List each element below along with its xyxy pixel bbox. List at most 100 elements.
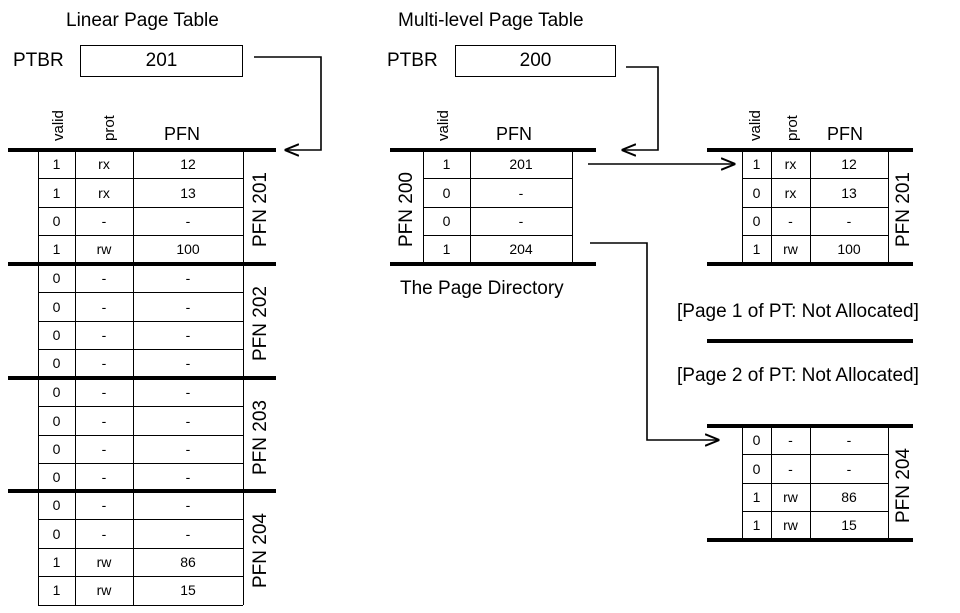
linear-page-3-cell: - [185, 497, 191, 514]
linear-bottom-edge [38, 604, 243, 606]
page-directory-cell: - [518, 212, 524, 229]
pt-page-204-cell: - [788, 432, 793, 449]
pt-page-204-cell: 15 [841, 517, 857, 534]
linear-page-0-cell: rx [98, 156, 110, 173]
linear-page-1-cell: - [101, 298, 107, 315]
page-directory-caption: The Page Directory [400, 278, 564, 299]
linear-page-3-cell: - [185, 525, 191, 542]
linear-page-2-cell: - [185, 412, 191, 429]
linear-page-2-cell: 0 [52, 412, 61, 429]
linear-page-2-cell: 0 [52, 469, 61, 486]
linear-page-3-row-line [38, 576, 243, 578]
pt-page-201-row-line [742, 178, 888, 180]
multilevel-ptbr-arrow [623, 66, 659, 150]
linear-page-3-cell: 0 [52, 497, 61, 514]
linear-page-0-cell: - [101, 212, 107, 229]
linear-ptbr-label: PTBR [13, 50, 64, 71]
pt-page-204-cell: 0 [752, 432, 761, 449]
page-directory-cell: 201 [509, 156, 533, 173]
linear-page-1-cell: - [185, 355, 191, 372]
multilevel-ptbr-value: 200 [455, 45, 616, 77]
page2-not-allocated-note: [Page 2 of PT: Not Allocated] [677, 365, 919, 386]
linear-page-1-cell: 0 [52, 355, 61, 372]
pt-page-201-row-line [742, 206, 888, 208]
linear-page-2-cell: - [101, 412, 107, 429]
linear-page-1-cell: - [101, 270, 107, 287]
linear-page-2-row-line [38, 463, 243, 465]
linear-page-2-cell: 0 [52, 440, 61, 457]
linear-page-1-row-line [38, 292, 243, 294]
pt-page-201-cell: rw [783, 241, 798, 258]
page-directory-row-line [423, 178, 572, 180]
linear-page-3-col-line [243, 491, 244, 605]
pt201-pfn-header: PFN [827, 124, 863, 144]
pt-page-204-bottom-rule [707, 537, 913, 542]
linear-page-2-cell: - [101, 469, 107, 486]
page-directory-cell: 0 [442, 212, 451, 229]
pt-page-201-cell: - [788, 212, 793, 229]
linear-page-0-cell: 12 [180, 156, 196, 173]
page-directory-cell: 0 [442, 184, 451, 201]
pt-page-204-cell: - [788, 460, 793, 477]
pt-page-201-cell: 1 [752, 241, 761, 258]
pt-page-201-cell: rx [784, 156, 797, 173]
linear-page-3-cell: 0 [52, 525, 61, 542]
linear-page-3-cell: 1 [52, 582, 61, 599]
linear-page-3-cell: rw [96, 582, 112, 599]
directory-pfn-header: PFN [496, 124, 532, 144]
page-directory-row-line [423, 206, 572, 208]
linear-page-2-row-line [38, 406, 243, 408]
pt-page-201-cell: 1 [752, 156, 761, 173]
pt-page-201-cell: rx [784, 184, 797, 201]
pt-page-204-cell: - [846, 460, 852, 477]
linear-page-3-cell: 15 [180, 582, 196, 599]
linear-page-3-row-line [38, 519, 243, 521]
linear-page-1-cell: - [101, 326, 107, 343]
page-directory-bottom-rule [390, 261, 596, 266]
linear-page-1-col-line [243, 264, 244, 378]
linear-page-1-row-line [38, 349, 243, 351]
pt-page-201-cell: 0 [752, 212, 761, 229]
pt-page-204-row-line [742, 454, 888, 456]
pt-page-204-row-line [742, 482, 888, 484]
linear-page-1-cell: 0 [52, 270, 61, 287]
pt-page-201-cell: - [846, 212, 852, 229]
linear-page-1-cell: - [185, 270, 191, 287]
linear-page-2-cell: - [185, 440, 191, 457]
page-directory-cell: - [518, 184, 524, 201]
linear-page-0-row-line [38, 235, 243, 237]
linear-page-3-cell: - [101, 525, 107, 542]
linear-page-1-cell: - [101, 355, 107, 372]
linear-page-0-cell: 1 [52, 184, 61, 201]
directory-entry3-arrow [590, 242, 718, 440]
pt-page-201-col-line [888, 150, 889, 264]
page-directory-cell: 204 [509, 241, 533, 258]
linear-page-2-cell: 0 [52, 384, 61, 401]
linear-ptbr-value: 201 [80, 45, 243, 77]
linear-page-1-cell: 0 [52, 326, 61, 343]
linear-page-1-top-rule [8, 262, 276, 266]
linear-ptbr-arrow [254, 56, 322, 150]
linear-page-0-top-rule [8, 148, 276, 152]
linear-page-3-row-line [38, 547, 243, 549]
linear-page-1-cell: 0 [52, 298, 61, 315]
pt-page-204-cell: 0 [752, 460, 761, 477]
page-directory-cell: 1 [442, 241, 451, 258]
linear-page-table-title: Linear Page Table [66, 10, 219, 31]
pt-page-204-cell: rw [783, 488, 798, 505]
page-directory-cell: 1 [442, 156, 451, 173]
multilevel-page-table-title: Multi-level Page Table [398, 10, 584, 31]
linear-page-2-cell: - [101, 384, 107, 401]
pt-page-201-cell: 12 [841, 156, 857, 173]
pt-page-204-row-line [742, 511, 888, 513]
pt-page-201-bottom-rule [707, 261, 913, 266]
pt-page-201-cell: 13 [841, 184, 857, 201]
pt-page-201-row-line [742, 235, 888, 237]
pt-page-204-cell: 1 [752, 488, 761, 505]
pt-page-204-cell: - [846, 432, 852, 449]
linear-page-0-cell: rx [98, 184, 110, 201]
linear-page-2-row-line [38, 434, 243, 436]
page1-not-allocated-note: [Page 1 of PT: Not Allocated] [677, 301, 919, 322]
pt-page-204-cell: 86 [841, 488, 857, 505]
linear-page-0-cell: 1 [52, 156, 61, 173]
